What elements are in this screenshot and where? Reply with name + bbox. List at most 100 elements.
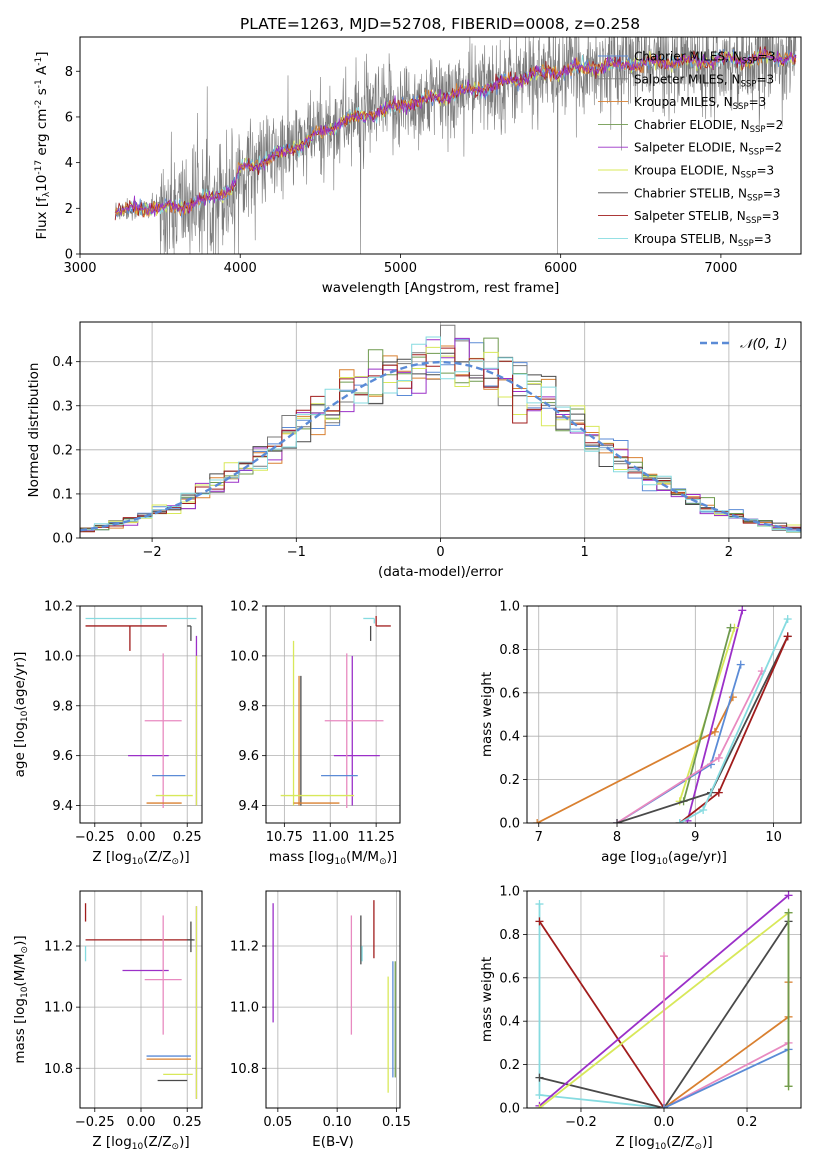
age_vs_Z-plot-area <box>85 617 198 809</box>
x-axis-label: E(B-V) <box>312 1134 354 1150</box>
y-tick-label: 10.2 <box>44 600 73 615</box>
y-tick-label: 6 <box>65 110 73 125</box>
histogram-kroupa_stelib <box>80 336 801 532</box>
errorbar-point <box>187 625 192 641</box>
y-axis-label: mass weight <box>479 957 495 1042</box>
mass_vs_ebv-panel: 0.05 0.10 0.15 10.8 11.0 11.2 E(B-V) <box>230 891 411 1150</box>
mass_weight_vs_Z-plot-area <box>535 891 793 1108</box>
model-spectrum-salpeter_elodie <box>115 48 797 217</box>
legend-entry: Chabrier STELIB, NSSP=3 <box>634 186 781 203</box>
x-tick-label: 0.10 <box>323 1115 352 1130</box>
x-tick-label: 0.2 <box>737 1115 758 1130</box>
y-axis-label: mass weight <box>479 672 495 757</box>
normal-curve <box>80 360 801 532</box>
y-tick-label: 0.6 <box>499 686 520 701</box>
mass_vs_Z-plot-area <box>84 903 198 1099</box>
figure-title: PLATE=1263, MJD=52708, FIBERID=0008, z=0… <box>240 15 640 33</box>
y-tick-label: 9.6 <box>238 749 259 764</box>
spectrum-legend: Chabrier MILES, NSSP=3 Salpeter MILES, NS… <box>598 50 783 249</box>
y-axis-label: Flux [fλ10-17 erg cm-2 s-1 A-1] <box>34 51 52 239</box>
y-tick-label: 0.3 <box>52 399 73 414</box>
y-tick-label: 11.2 <box>44 940 73 955</box>
y-tick-label: 11.0 <box>44 1001 73 1016</box>
x-tick-label: 8 <box>613 830 621 845</box>
data-marker <box>784 908 793 917</box>
mass_vs_ebv-plot-area <box>272 900 396 1093</box>
mass_weight_vs_age-plot-area <box>533 606 792 823</box>
data-marker <box>783 632 792 641</box>
legend-entry: Salpeter STELIB, NSSP=3 <box>634 209 779 226</box>
data-marker <box>535 917 544 926</box>
x-axis-label: Z [log10(Z/Z⊙)] <box>615 1134 712 1152</box>
y-tick-label: 11.0 <box>230 1001 259 1016</box>
y-tick-label: 9.4 <box>52 799 73 814</box>
y-axis-label: Normed distribution <box>26 363 42 498</box>
series-line-pink <box>663 956 789 1108</box>
errorbar-point <box>187 921 195 953</box>
errorbar-point <box>85 625 167 651</box>
y-tick-label: 0.0 <box>52 532 73 547</box>
data-marker <box>535 1104 544 1108</box>
series-line-chabrier_stelib <box>539 920 790 1108</box>
mass_vs_ebv-frame <box>265 890 401 1109</box>
errorbar-point <box>375 615 391 627</box>
x-tick-label: −0.25 <box>75 830 115 845</box>
data-marker <box>736 660 745 669</box>
y-tick-label: 0.2 <box>52 443 73 458</box>
data-marker <box>699 805 708 814</box>
x-tick-label: 7 <box>535 830 543 845</box>
y-tick-label: 0.2 <box>499 1058 520 1073</box>
data-marker <box>738 606 747 615</box>
y-tick-label: 0.1 <box>52 487 73 502</box>
x-tick-label: 0.00 <box>127 830 156 845</box>
x-tick-label: 3000 <box>63 261 96 276</box>
series-line-chabrier_elodie <box>682 627 732 802</box>
x-axis-label: mass [log10(M/M⊙)] <box>269 849 397 867</box>
legend-entry: Salpeter ELODIE, NSSP=2 <box>634 141 782 158</box>
age_vs_Z-frame <box>79 605 203 824</box>
data-marker <box>660 952 668 961</box>
x-tick-label: 0.00 <box>127 1115 156 1130</box>
x-tick-label: −0.25 <box>75 1115 115 1130</box>
x-tick-label: 0.25 <box>173 830 202 845</box>
y-tick-label: 1.0 <box>499 600 520 615</box>
x-tick-label: 0.0 <box>654 1115 675 1130</box>
age_vs_mass-plot-area <box>280 615 391 809</box>
x-tick-label: 10.75 <box>266 830 303 845</box>
data-marker <box>783 615 792 624</box>
x-tick-label: −1 <box>287 545 306 560</box>
legend-entry: Salpeter MILES, NSSP=3 <box>634 72 774 89</box>
residual_histogram-plot-area <box>80 324 801 533</box>
y-tick-label: 0.6 <box>499 971 520 986</box>
mass_vs_Z-panel: −0.25 0.00 0.25 10.8 11.0 11.2 Z [log10(Z/Z⊙)]… <box>12 891 202 1152</box>
y-tick-label: 10.0 <box>230 649 259 664</box>
x-tick-label: 6000 <box>544 261 577 276</box>
errorbar-point <box>333 655 380 806</box>
legend-entry: Kroupa ELODIE, NSSP=3 <box>634 164 774 181</box>
data-marker <box>613 819 622 823</box>
data-marker <box>710 727 719 736</box>
y-tick-label: 0.0 <box>499 1102 520 1117</box>
y-tick-label: 0.4 <box>499 730 520 745</box>
data-marker <box>784 891 793 900</box>
series-line-salpeter_elodie <box>686 610 744 822</box>
y-tick-label: 9.4 <box>238 799 259 814</box>
y-axis-label: mass [log10(M/M⊙)] <box>12 935 30 1063</box>
x-tick-label: 5000 <box>384 261 417 276</box>
data-marker <box>535 1073 544 1082</box>
legend-entry: Kroupa STELIB, NSSP=3 <box>634 232 772 249</box>
y-tick-label: 0.4 <box>499 1015 520 1030</box>
x-tick-label: 1 <box>581 545 589 560</box>
x-tick-label: 0.15 <box>382 1115 411 1130</box>
spectrum-panel: 3000 4000 5000 6000 7000 0 2 4 6 8 wavelength [Ang… <box>34 51 737 296</box>
errorbar-point <box>363 617 375 624</box>
x-tick-label: 0.05 <box>263 1115 292 1130</box>
histogram-legend: 𝒩(0, 1) <box>700 337 787 352</box>
data-marker <box>726 623 735 632</box>
data-marker <box>784 1082 793 1091</box>
y-tick-label: 0.8 <box>499 928 520 943</box>
errorbar-point <box>85 617 197 624</box>
x-tick-label: 10 <box>765 830 782 845</box>
data-marker <box>533 819 542 823</box>
